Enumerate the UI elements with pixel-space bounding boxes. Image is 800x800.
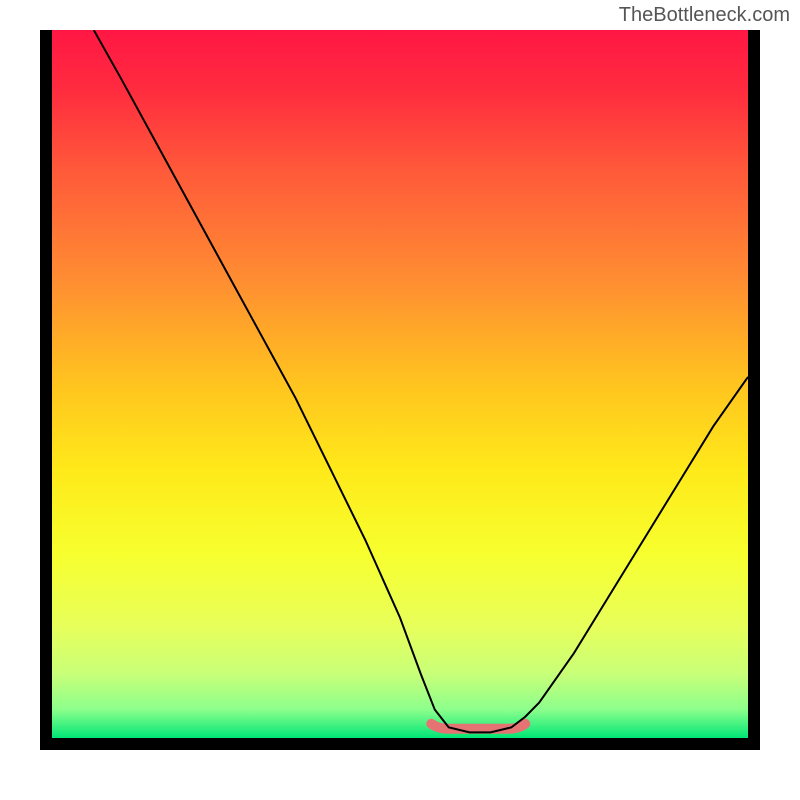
bottleneck-curve — [94, 30, 748, 732]
watermark-text: TheBottleneck.com — [619, 4, 790, 27]
plot-area — [40, 30, 760, 750]
curve-layer — [52, 30, 748, 738]
chart-container: TheBottleneck.com — [0, 0, 800, 800]
